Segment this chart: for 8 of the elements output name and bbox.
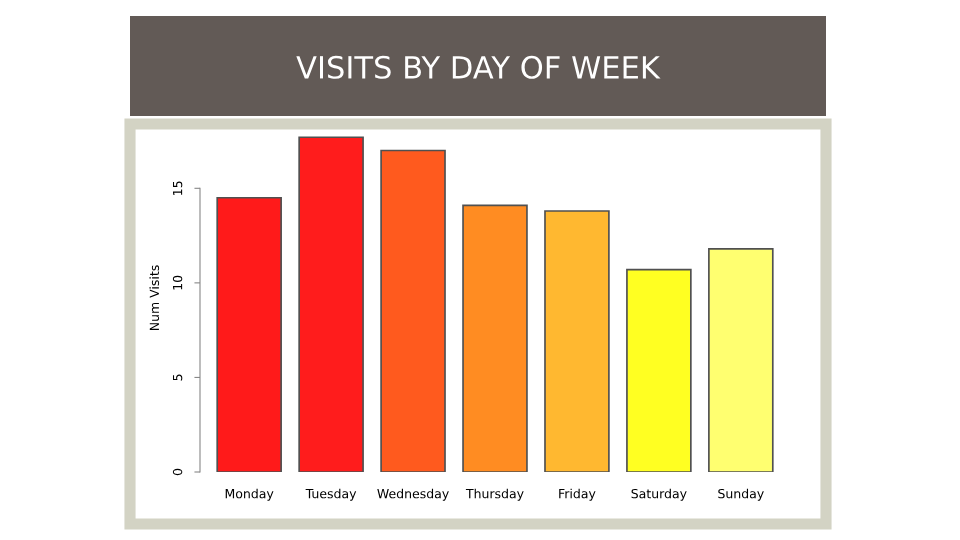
bar [544,210,610,472]
bar [298,136,364,472]
bar [626,268,692,472]
bar [380,149,446,472]
bar [216,196,282,472]
bar [462,204,528,472]
chart-title: VISITS BY DAY OF WEEK [296,55,661,79]
bar [708,247,774,472]
